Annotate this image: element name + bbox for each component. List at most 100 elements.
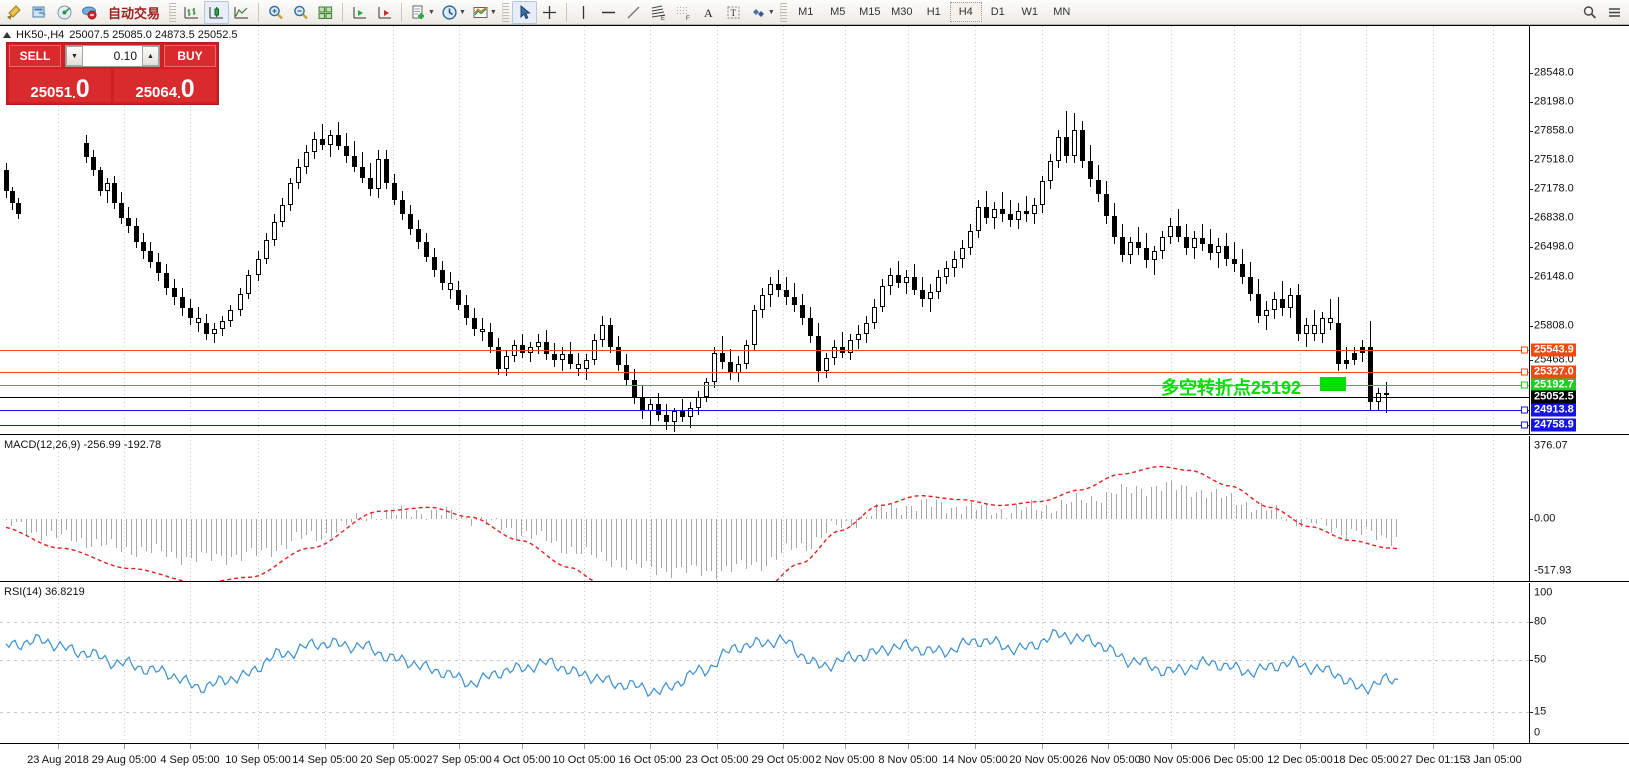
candlestick[interactable] — [703, 26, 709, 434]
candlestick[interactable] — [783, 26, 789, 434]
candlestick[interactable] — [1111, 26, 1117, 434]
buy-button[interactable]: BUY — [164, 45, 216, 67]
candlestick[interactable] — [375, 26, 381, 434]
candlestick[interactable] — [655, 26, 661, 434]
candlestick[interactable] — [607, 26, 613, 434]
candlestick[interactable] — [15, 26, 21, 434]
chart-shift-icon[interactable] — [347, 1, 372, 24]
candlestick[interactable] — [125, 26, 131, 434]
candlestick[interactable] — [219, 26, 225, 434]
line-chart-icon[interactable] — [229, 1, 254, 24]
level-line-pivot-green[interactable] — [0, 385, 1529, 386]
candlestick[interactable] — [319, 26, 325, 434]
candlestick[interactable] — [775, 26, 781, 434]
auto-scroll-icon[interactable] — [372, 1, 397, 24]
rsi-pane[interactable]: RSI(14) 36.8219 100 80 50 15 0 — [0, 583, 1629, 744]
candlestick[interactable] — [791, 26, 797, 434]
candlestick[interactable] — [999, 26, 1005, 434]
text-icon[interactable]: A — [696, 1, 721, 24]
cursor-icon[interactable] — [511, 0, 537, 24]
candlestick[interactable] — [1311, 26, 1317, 434]
trendline-icon[interactable] — [621, 1, 646, 24]
candlestick[interactable] — [1191, 26, 1197, 434]
price-tag-pivot-green[interactable]: 25192.7 — [1531, 378, 1576, 392]
search-icon[interactable] — [1577, 1, 1602, 24]
candlestick[interactable] — [171, 26, 177, 434]
candlestick[interactable] — [1031, 26, 1037, 434]
candlestick[interactable] — [687, 26, 693, 434]
candlestick[interactable] — [163, 26, 169, 434]
timeframe-h4[interactable]: H4 — [949, 2, 982, 22]
candlestick[interactable] — [1167, 26, 1173, 434]
crosshair-icon[interactable] — [537, 1, 562, 24]
candlestick[interactable] — [211, 26, 217, 434]
candlestick[interactable] — [203, 26, 209, 434]
chart-annotation[interactable]: 多空转折点25192 — [1161, 378, 1302, 398]
candlestick[interactable] — [759, 26, 765, 434]
candlestick[interactable] — [118, 26, 124, 434]
channel-icon[interactable]: F — [671, 1, 696, 24]
buy-price-cell[interactable]: 25064 . 0 — [114, 69, 216, 102]
candlestick[interactable] — [227, 26, 233, 434]
candlestick[interactable] — [140, 26, 146, 434]
candlestick[interactable] — [407, 26, 413, 434]
candlestick[interactable] — [807, 26, 813, 434]
candlestick[interactable] — [1039, 26, 1045, 434]
timeframe-m15[interactable]: M15 — [859, 6, 881, 18]
candlestick[interactable] — [1071, 26, 1077, 434]
candlestick[interactable] — [879, 26, 885, 434]
candlestick[interactable] — [887, 26, 893, 434]
chevron-down-icon[interactable]: ▼ — [428, 8, 435, 16]
candlestick[interactable] — [1095, 26, 1101, 434]
volume-input[interactable]: ▼ 0.10 ▲ — [65, 45, 160, 67]
candlestick[interactable] — [343, 26, 349, 434]
candlestick[interactable] — [1023, 26, 1029, 434]
candlestick[interactable] — [147, 26, 153, 434]
candlestick[interactable] — [823, 26, 829, 434]
timeframe-m30[interactable]: M30 — [891, 6, 913, 18]
sell-price-cell[interactable]: 25051 . 0 — [9, 69, 111, 102]
toolbar-grip[interactable] — [169, 2, 177, 22]
candlestick[interactable] — [335, 26, 341, 434]
chevron-down-icon-2[interactable]: ▼ — [458, 8, 466, 16]
signals-icon[interactable] — [77, 1, 102, 24]
price-tag-resistance-upper[interactable]: 25543.9 — [1531, 343, 1576, 357]
candlestick[interactable] — [311, 26, 317, 434]
candlestick[interactable] — [431, 26, 437, 434]
candlestick[interactable] — [767, 26, 773, 434]
candlestick[interactable] — [863, 26, 869, 434]
autotrading-label[interactable]: 自动交易 — [108, 5, 161, 21]
candlestick[interactable] — [271, 26, 277, 434]
time-axis[interactable]: 23 Aug 2018 29 Aug 05:00 4 Sep 05:00 10 Sep… — [0, 744, 1629, 769]
vertical-line-icon[interactable] — [571, 1, 596, 24]
candlestick[interactable] — [1287, 26, 1293, 434]
candlestick[interactable] — [967, 26, 973, 434]
candlestick[interactable] — [743, 26, 749, 434]
timeframe-h1[interactable]: H1 — [926, 6, 941, 18]
candlestick[interactable] — [959, 26, 965, 434]
candlestick[interactable] — [237, 26, 243, 434]
candlestick[interactable] — [799, 26, 805, 434]
volume-increase-icon[interactable]: ▲ — [142, 46, 159, 66]
macd-pane[interactable]: MACD(12,26,9) -256.99 -192.78 376.07 0.00… — [0, 436, 1629, 582]
candlestick[interactable] — [439, 26, 445, 434]
candlestick[interactable] — [927, 26, 933, 434]
timeframe-m5[interactable]: M5 — [830, 6, 846, 18]
candlestick[interactable] — [975, 26, 981, 434]
candlestick[interactable] — [911, 26, 917, 434]
candlestick[interactable] — [1303, 26, 1309, 434]
menu-icon[interactable] — [1602, 1, 1627, 24]
candlestick[interactable] — [1135, 26, 1141, 434]
candlestick[interactable] — [1143, 26, 1149, 434]
candlestick[interactable] — [943, 26, 949, 434]
templates-icon[interactable] — [468, 1, 493, 24]
candlestick[interactable] — [1367, 26, 1373, 434]
candlestick[interactable] — [815, 26, 821, 434]
price-tag-current-price[interactable]: 25052.5 — [1531, 390, 1576, 404]
candlestick[interactable] — [179, 26, 185, 434]
candlestick[interactable] — [245, 26, 251, 434]
candlestick[interactable] — [1351, 26, 1357, 434]
candlestick[interactable] — [1055, 26, 1061, 434]
timeframe-d1[interactable]: D1 — [990, 6, 1005, 18]
candlestick[interactable] — [1247, 26, 1253, 434]
